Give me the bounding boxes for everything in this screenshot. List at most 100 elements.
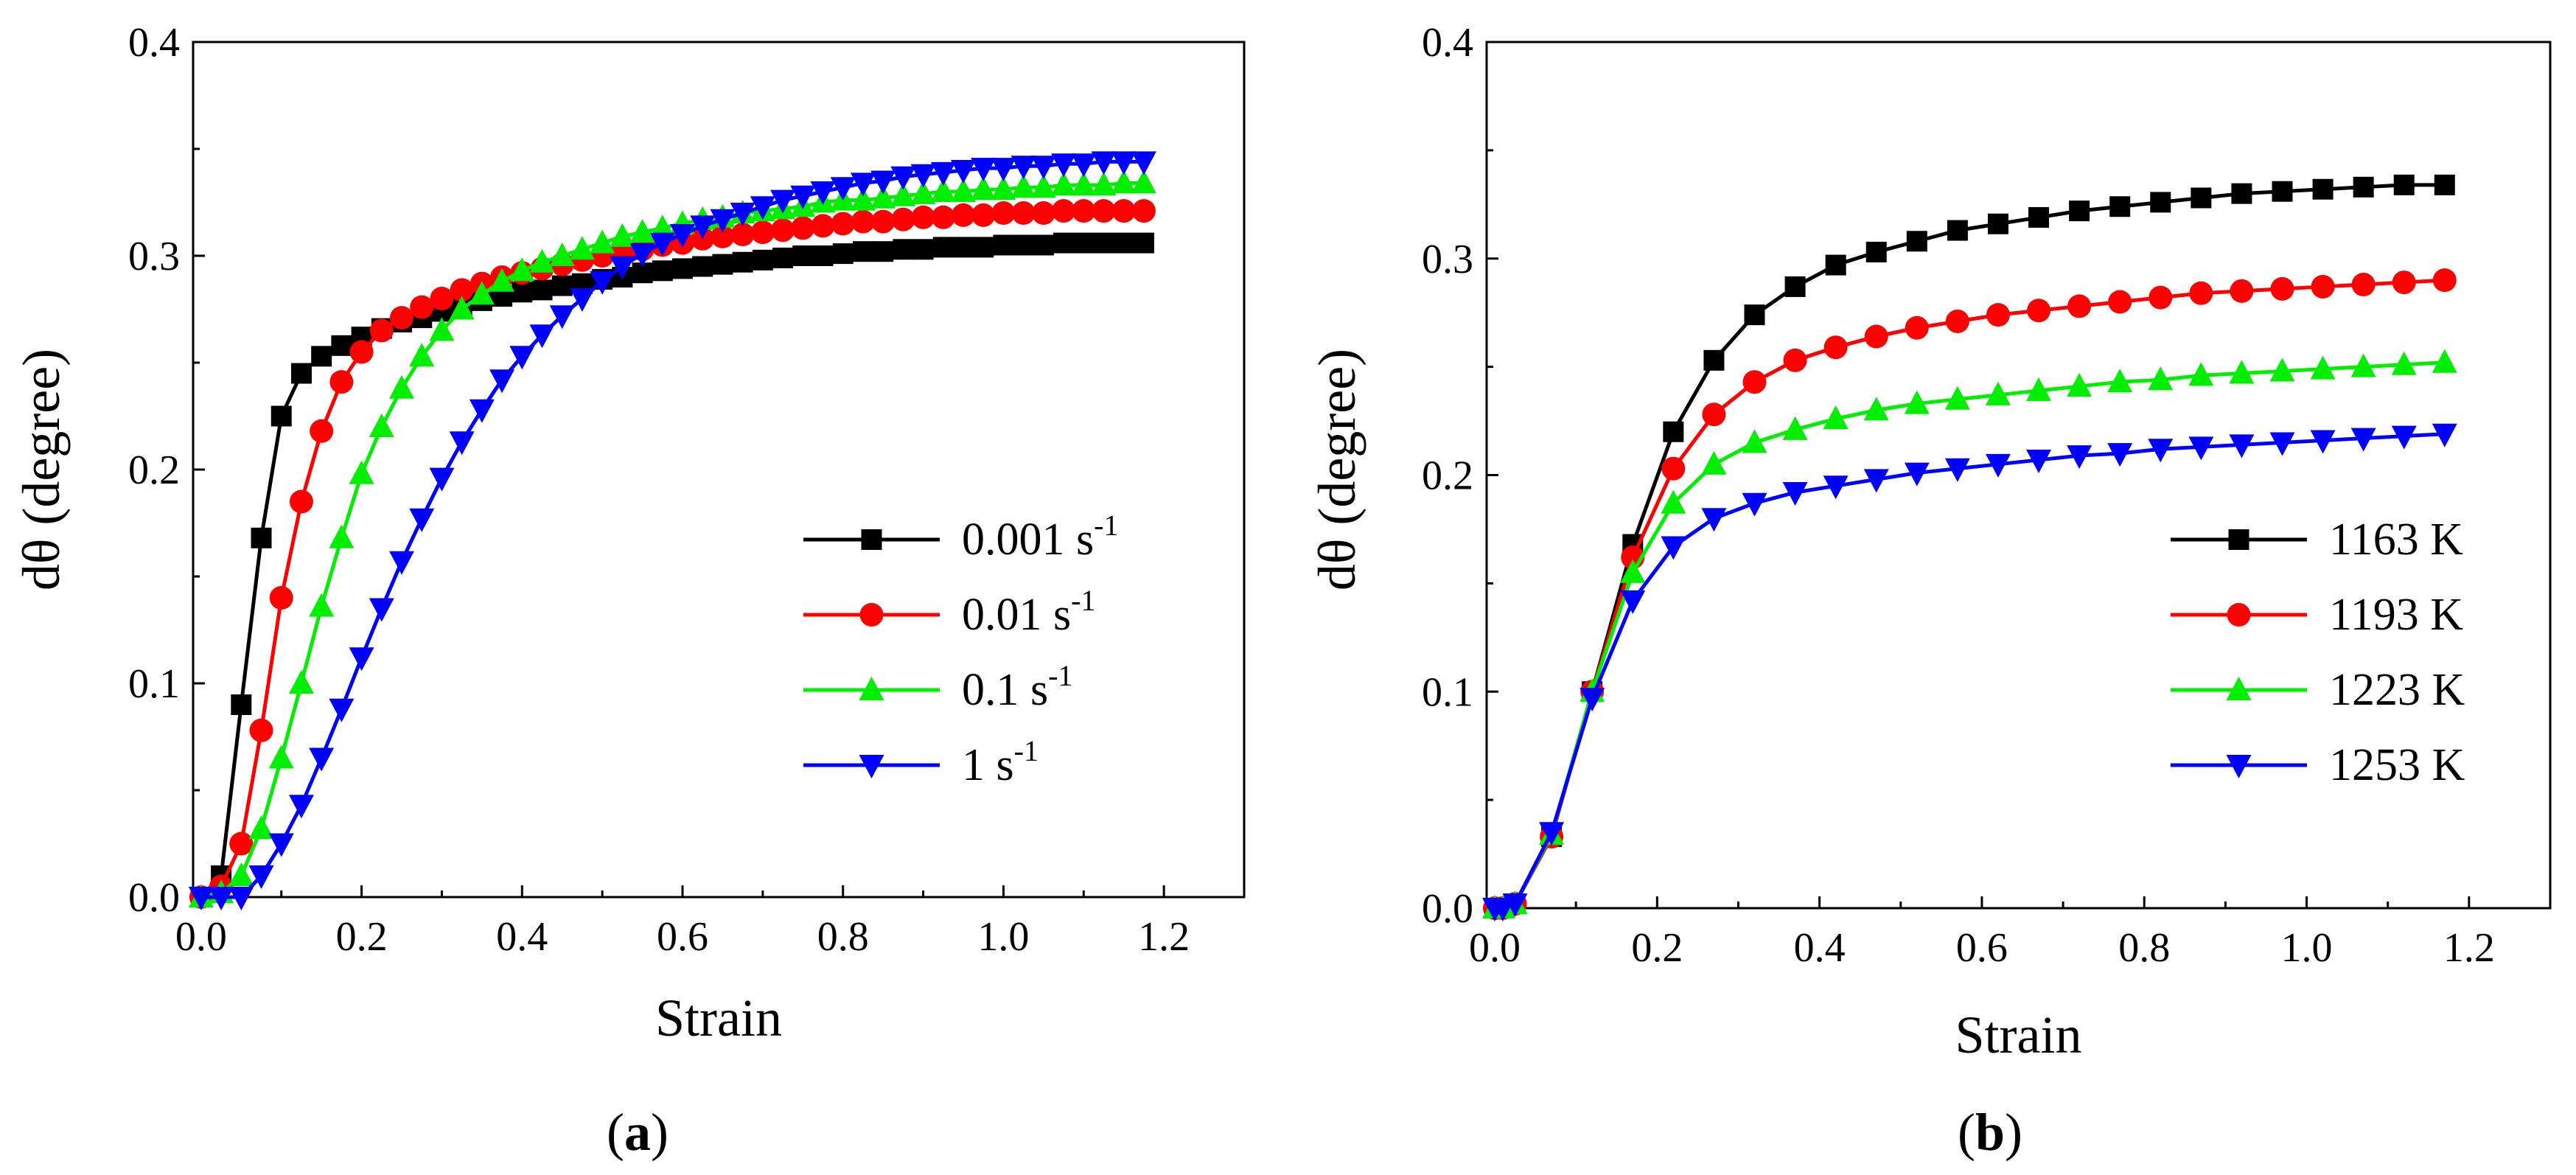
data-point (1864, 324, 1888, 349)
data-point (670, 224, 696, 248)
data-point (810, 181, 836, 205)
y-axis-label: dθ (degree) (1308, 349, 1366, 590)
x-tick-label: 1.2 (2443, 925, 2495, 971)
data-point (289, 489, 313, 514)
data-point (2351, 273, 2376, 296)
data-point (772, 247, 794, 268)
data-point (310, 419, 334, 443)
data-point (2434, 174, 2455, 195)
data-point (1133, 232, 1154, 254)
data-point (2028, 206, 2050, 228)
legend-marker (859, 755, 884, 778)
x-tick-label: 0.4 (496, 914, 548, 960)
x-tick-label: 0.2 (336, 914, 388, 960)
data-point (2350, 353, 2376, 377)
data-point (1091, 172, 1117, 196)
data-point (2191, 187, 2212, 209)
data-point (973, 237, 994, 258)
data-point (1051, 153, 1077, 178)
data-point (629, 219, 655, 243)
data-point (569, 236, 595, 260)
legend: 0.001 s-1 0.01 s-1 0.1 s-1 1 s-1 (803, 509, 1118, 790)
data-point (2311, 274, 2335, 299)
data-point (752, 249, 773, 271)
data-point (1620, 559, 1646, 583)
x-tick-label: 0.8 (817, 914, 869, 960)
data-point (590, 271, 615, 295)
data-point (1904, 462, 1930, 487)
data-point (971, 176, 996, 201)
data-point (512, 282, 533, 303)
data-point (1073, 232, 1095, 254)
data-point (329, 370, 354, 394)
data-point (1053, 232, 1075, 254)
series-1253-K (1482, 423, 2457, 921)
legend-marker (861, 529, 882, 550)
data-point (792, 245, 814, 266)
legend-label: 1193 K (2329, 590, 2463, 640)
data-point (1784, 276, 1806, 297)
data-point (931, 205, 955, 229)
data-point (2353, 176, 2374, 198)
y-tick-label: 0.2 (128, 447, 180, 493)
data-point (1091, 151, 1117, 175)
data-point (2270, 276, 2294, 301)
panel-b-chart: 0.0 0.2 0.4 0.6 0.8 1.0 1.2 0.0 0.1 0.2 0.3 0.4 Stra… (1308, 20, 2552, 1064)
data-point (1701, 508, 1727, 532)
data-point (870, 170, 896, 195)
data-point (690, 215, 716, 240)
legend-label: 1223 K (2329, 665, 2465, 715)
y-tick-label: 0.3 (1422, 237, 1473, 282)
data-point (910, 164, 936, 188)
data-point (1093, 232, 1114, 254)
data-point (1701, 450, 1727, 475)
legend-label: 0.1 s-1 (962, 659, 1072, 715)
data-point (1092, 199, 1116, 223)
data-point (2269, 358, 2295, 382)
data-point (2231, 183, 2252, 204)
data-point (409, 343, 435, 367)
y-tick-label: 0.1 (1422, 669, 1473, 715)
data-point (971, 203, 996, 227)
data-point (2310, 430, 2336, 454)
x-tick-label: 0.4 (1794, 925, 1846, 971)
legend-superscript: -1 (1014, 734, 1039, 767)
legend-label: 1163 K (2329, 515, 2463, 565)
x-tick-label: 0.0 (1469, 925, 1521, 971)
data-point (711, 224, 735, 248)
data-point (730, 203, 755, 226)
data-point (529, 248, 555, 273)
data-point (2230, 279, 2254, 303)
data-point (2391, 425, 2417, 450)
data-point (1620, 590, 1646, 614)
data-point (610, 256, 635, 280)
data-point (1051, 172, 1077, 196)
data-point (1944, 386, 1970, 410)
data-point (489, 369, 515, 394)
data-point (2150, 192, 2171, 213)
data-point (2109, 196, 2131, 217)
data-point (369, 318, 394, 343)
data-point (349, 647, 374, 672)
data-point (1944, 458, 1970, 482)
data-point (288, 795, 314, 819)
data-point (1071, 153, 1097, 178)
data-point (2188, 436, 2214, 461)
data-point (1904, 390, 1930, 414)
series-1-s (188, 151, 1156, 910)
data-point (2310, 355, 2336, 380)
data-point (1131, 199, 1156, 223)
data-point (1823, 335, 1848, 360)
data-point (429, 317, 455, 341)
data-point (251, 527, 272, 548)
data-point (1010, 174, 1036, 198)
data-point (1113, 232, 1134, 254)
data-point (750, 196, 775, 220)
data-point (2026, 377, 2052, 401)
data-point (890, 166, 916, 190)
legend-label: 0.001 s-1 (962, 509, 1118, 565)
data-point (2392, 271, 2416, 295)
data-point (870, 184, 896, 209)
data-point (2149, 285, 2173, 310)
